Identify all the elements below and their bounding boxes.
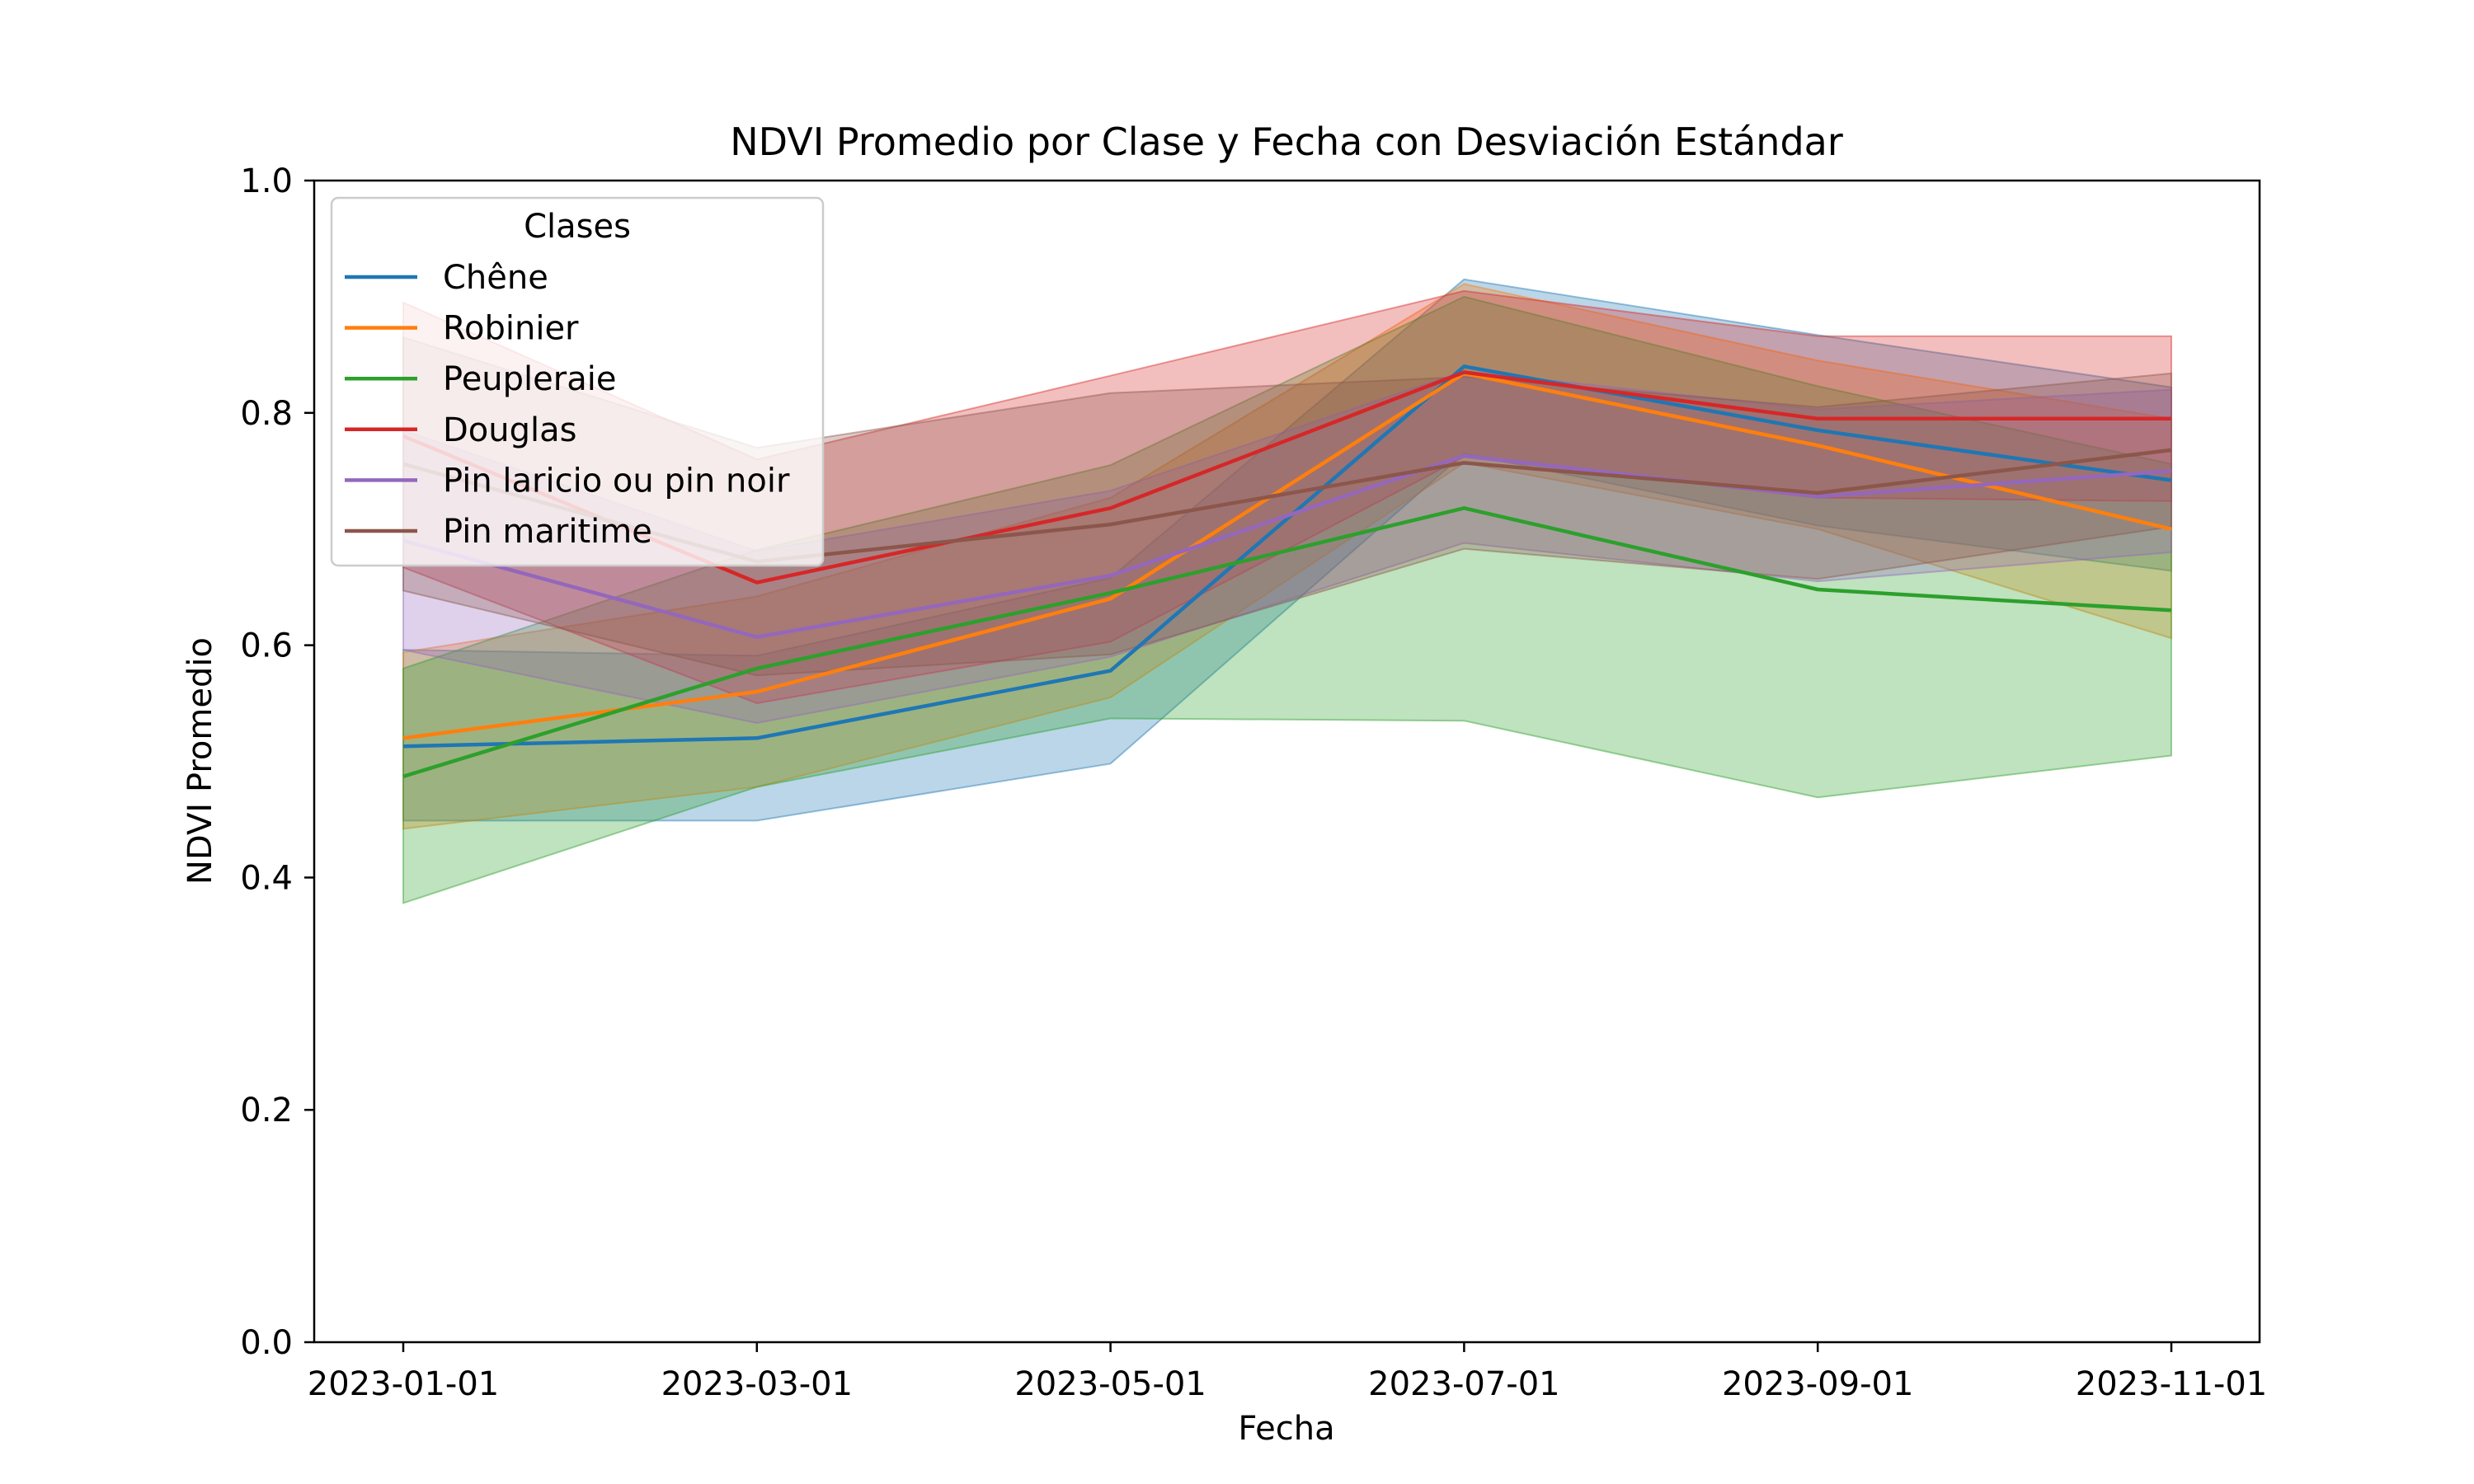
x-tick-label: 2023-11-01 [2076, 1365, 2267, 1403]
chart-title: NDVI Promedio por Clase y Fecha con Desv… [730, 120, 1843, 164]
y-tick-label: 0.2 [240, 1092, 293, 1129]
legend: Clases Chêne Robinier Peupleraie Douglas Pin… [330, 196, 825, 567]
legend-label: Pin laricio ou pin noir [443, 462, 790, 500]
std-band-4 [402, 370, 2172, 725]
x-tick-label: 2023-07-01 [1368, 1365, 1559, 1403]
legend-label: Douglas [443, 411, 576, 449]
series-line-2 [402, 506, 2172, 778]
legend-items: Chêne Robinier Peupleraie Douglas Pin larici… [345, 259, 790, 551]
x-tick-label: 2023-05-01 [1014, 1365, 1206, 1403]
legend-title: Clases [524, 208, 631, 246]
y-tick-label: 0.6 [240, 627, 293, 665]
legend-label: Pin maritime [443, 513, 652, 551]
legend-label: Robinier [443, 310, 579, 348]
legend-box [330, 196, 825, 567]
legend-label: Chêne [443, 259, 548, 297]
y-tick-label: 0.0 [240, 1324, 293, 1362]
x-axis-label: Fecha [1238, 1410, 1334, 1448]
std-band-5 [402, 336, 2172, 677]
x-tick-label: 2023-01-01 [308, 1365, 499, 1403]
y-axis-label: NDVI Promedio [181, 637, 219, 885]
plot-frame [313, 179, 2261, 1344]
std-band-1 [402, 283, 2172, 830]
legend-label: Peupleraie [443, 360, 616, 398]
y-tick-label: 0.4 [240, 859, 293, 897]
series-line-4 [402, 453, 2172, 639]
x-tick-label: 2023-03-01 [661, 1365, 853, 1403]
x-tick-label: 2023-09-01 [1722, 1365, 1913, 1403]
std-band-3 [402, 289, 2172, 705]
std-band-2 [402, 295, 2172, 904]
y-tick-label: 1.0 [240, 162, 293, 200]
series-line-0 [402, 364, 2172, 749]
series-line-1 [402, 371, 2172, 740]
y-axis: 0.0 0.2 0.4 0.6 0.8 1.0 [240, 162, 314, 1362]
x-axis: 2023-01-01 2023-03-01 2023-05-01 2023-07-01… [308, 1342, 2267, 1403]
y-tick-label: 0.8 [240, 395, 293, 433]
